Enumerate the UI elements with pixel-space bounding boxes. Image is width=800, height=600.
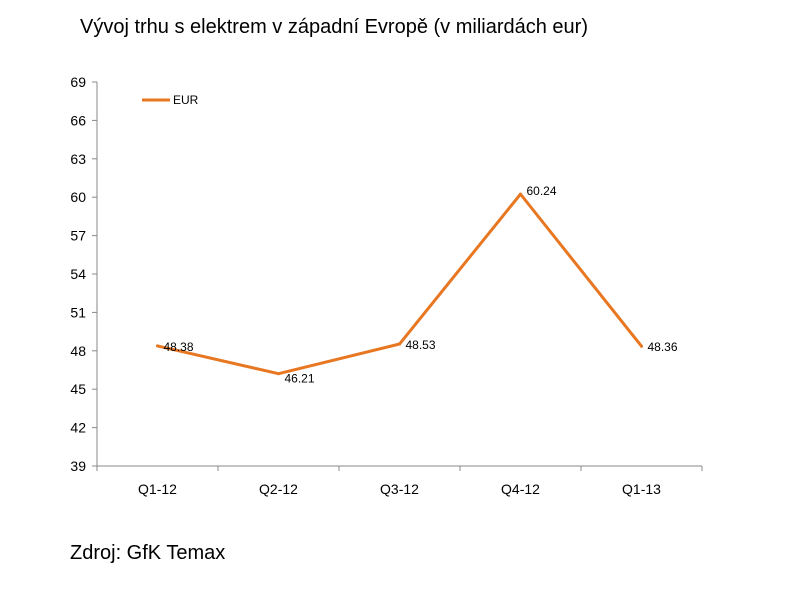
y-tick-label: 45 (70, 381, 86, 397)
x-tick-label: Q3-12 (380, 481, 419, 497)
x-tick-label: Q2-12 (259, 481, 298, 497)
data-point (519, 192, 522, 196)
x-tick-label: Q1-13 (622, 481, 661, 497)
y-tick-label: 63 (70, 151, 86, 167)
chart-title: Vývoj trhu s elektrem v západní Evropě (… (80, 16, 588, 38)
data-point (398, 342, 401, 346)
data-point (156, 344, 159, 348)
series-line-eur (156, 192, 643, 376)
source-note: Zdroj: GfK Temax (70, 542, 226, 564)
legend-label-eur: EUR (173, 93, 199, 107)
x-tick-label: Q4-12 (501, 481, 540, 497)
y-tick-label: 66 (70, 112, 86, 128)
y-tick-label: 39 (70, 458, 86, 474)
data-label: 48.38 (164, 340, 194, 354)
data-label: 48.53 (406, 338, 436, 352)
data-label: 46.21 (285, 372, 315, 386)
y-tick-label: 51 (70, 304, 86, 320)
y-tick-label: 69 (70, 74, 86, 90)
y-tick-label: 42 (70, 420, 86, 436)
x-tick-label: Q1-12 (138, 481, 177, 497)
y-tick-label: 54 (70, 266, 86, 282)
y-tick-label: 57 (70, 228, 86, 244)
data-label: 60.24 (527, 184, 557, 198)
y-tick-label: 48 (70, 343, 86, 359)
data-point (640, 344, 643, 348)
y-tick-label: 60 (70, 189, 86, 205)
data-label: 48.36 (648, 340, 678, 354)
data-point (277, 372, 280, 376)
